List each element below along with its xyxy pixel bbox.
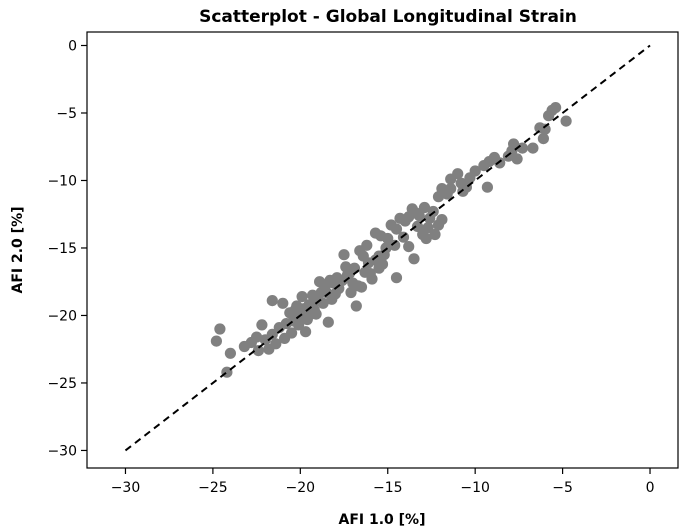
y-tick-label: 0 (68, 38, 77, 54)
y-tick-label: −15 (47, 241, 77, 257)
data-point (238, 340, 250, 353)
data-point (481, 181, 493, 193)
data-point (214, 323, 226, 335)
x-axis-label: AFI 1.0 [%] (339, 512, 426, 528)
data-point (224, 347, 236, 359)
data-point (355, 281, 368, 293)
x-tick-label: −15 (373, 480, 403, 496)
x-tick-label: −20 (286, 480, 316, 496)
data-point (389, 239, 401, 251)
data-point (259, 334, 271, 346)
data-point (507, 138, 520, 150)
y-tick-label: −10 (47, 173, 77, 189)
x-axis: −30 −25 −20 −15 −10 −5 0 (111, 468, 655, 496)
data-point (343, 268, 355, 280)
data-point (347, 277, 359, 289)
data-point (394, 212, 406, 224)
data-point (464, 172, 476, 184)
data-point (350, 300, 362, 312)
data-point (390, 272, 403, 284)
data-point (322, 316, 334, 328)
y-tick-label: −20 (47, 308, 77, 324)
data-point (338, 249, 350, 261)
data-point (314, 276, 326, 288)
data-point (279, 332, 291, 344)
y-axis-label: AFI 2.0 [%] (10, 207, 26, 294)
data-point (296, 291, 308, 303)
data-point (527, 142, 539, 154)
identity-reference-line (124, 44, 651, 452)
data-point (300, 326, 312, 338)
data-point (263, 343, 275, 355)
data-point (432, 219, 445, 231)
data-point (256, 319, 268, 331)
data-point (266, 295, 278, 307)
data-point (252, 345, 264, 357)
data-point (534, 122, 546, 134)
data-point (429, 228, 441, 241)
data-point (289, 304, 301, 316)
plot-frame (86, 31, 679, 469)
y-tick-label: −5 (56, 106, 77, 122)
data-point (277, 297, 289, 309)
data-point (408, 253, 420, 265)
data-point (403, 241, 415, 253)
data-point (359, 266, 371, 278)
x-tick-label: −30 (111, 480, 141, 496)
data-point (424, 212, 436, 224)
y-axis: 0 −5 −10 −15 −20 −25 −30 (47, 38, 87, 459)
data-point (369, 227, 382, 239)
y-tick-label: −30 (47, 443, 77, 459)
data-point (417, 228, 429, 241)
plot-area (124, 44, 651, 452)
data-point (511, 153, 523, 165)
data-point (210, 335, 222, 347)
data-point (307, 289, 319, 301)
x-tick-label: 0 (646, 480, 655, 496)
data-point (385, 219, 397, 231)
data-point (376, 258, 389, 270)
data-point (560, 115, 572, 127)
data-point (432, 191, 445, 203)
data-point (457, 185, 469, 197)
data-point (354, 245, 366, 257)
data-point (345, 286, 357, 299)
x-tick-label: −25 (198, 480, 228, 496)
data-point (310, 308, 322, 320)
data-point (543, 110, 555, 122)
data-point (537, 133, 550, 145)
chart-title: Scatterplot - Global Longitudinal Strain (199, 7, 577, 27)
data-point (445, 173, 457, 185)
data-point (478, 160, 490, 172)
data-point (418, 201, 431, 214)
y-tick-label: −25 (47, 376, 77, 392)
x-tick-label: −10 (460, 480, 490, 496)
x-tick-label: −5 (552, 480, 573, 496)
